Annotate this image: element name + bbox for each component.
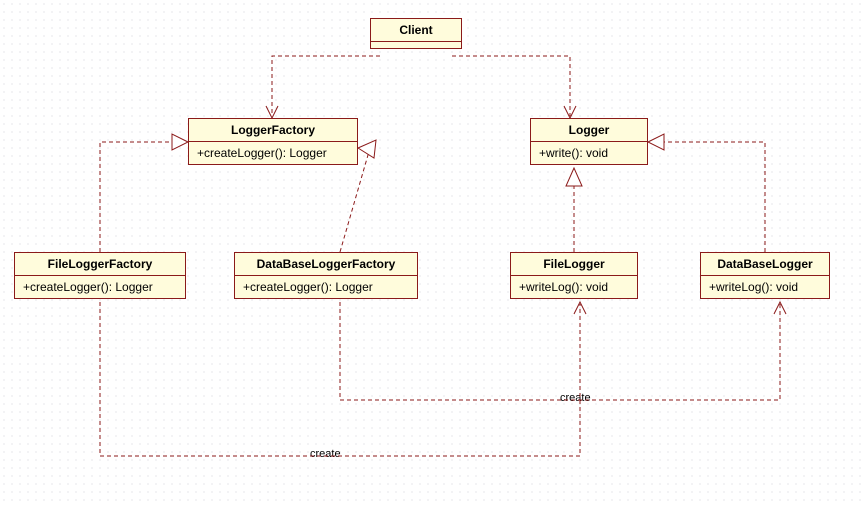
class-name: FileLogger: [511, 253, 637, 276]
class-name: DataBaseLogger: [701, 253, 829, 276]
edge-label-create-2: create: [310, 448, 341, 460]
class-client: Client: [370, 18, 462, 49]
class-logger: Logger +write(): void: [530, 118, 648, 165]
class-name: FileLoggerFactory: [15, 253, 185, 276]
class-name: Logger: [531, 119, 647, 142]
class-logger-factory: LoggerFactory +createLogger(): Logger: [188, 118, 358, 165]
edge-label-create-1: create: [560, 392, 591, 404]
class-name: Client: [371, 19, 461, 42]
class-file-logger: FileLogger +writeLog(): void: [510, 252, 638, 299]
class-database-logger: DataBaseLogger +writeLog(): void: [700, 252, 830, 299]
class-method: +writeLog(): void: [701, 276, 829, 298]
class-method: +createLogger(): Logger: [235, 276, 417, 298]
class-name: DataBaseLoggerFactory: [235, 253, 417, 276]
class-empty-section: [371, 42, 461, 48]
class-method: +createLogger(): Logger: [189, 142, 357, 164]
class-file-logger-factory: FileLoggerFactory +createLogger(): Logge…: [14, 252, 186, 299]
class-database-logger-factory: DataBaseLoggerFactory +createLogger(): L…: [234, 252, 418, 299]
class-name: LoggerFactory: [189, 119, 357, 142]
class-method: +writeLog(): void: [511, 276, 637, 298]
class-method: +createLogger(): Logger: [15, 276, 185, 298]
class-method: +write(): void: [531, 142, 647, 164]
